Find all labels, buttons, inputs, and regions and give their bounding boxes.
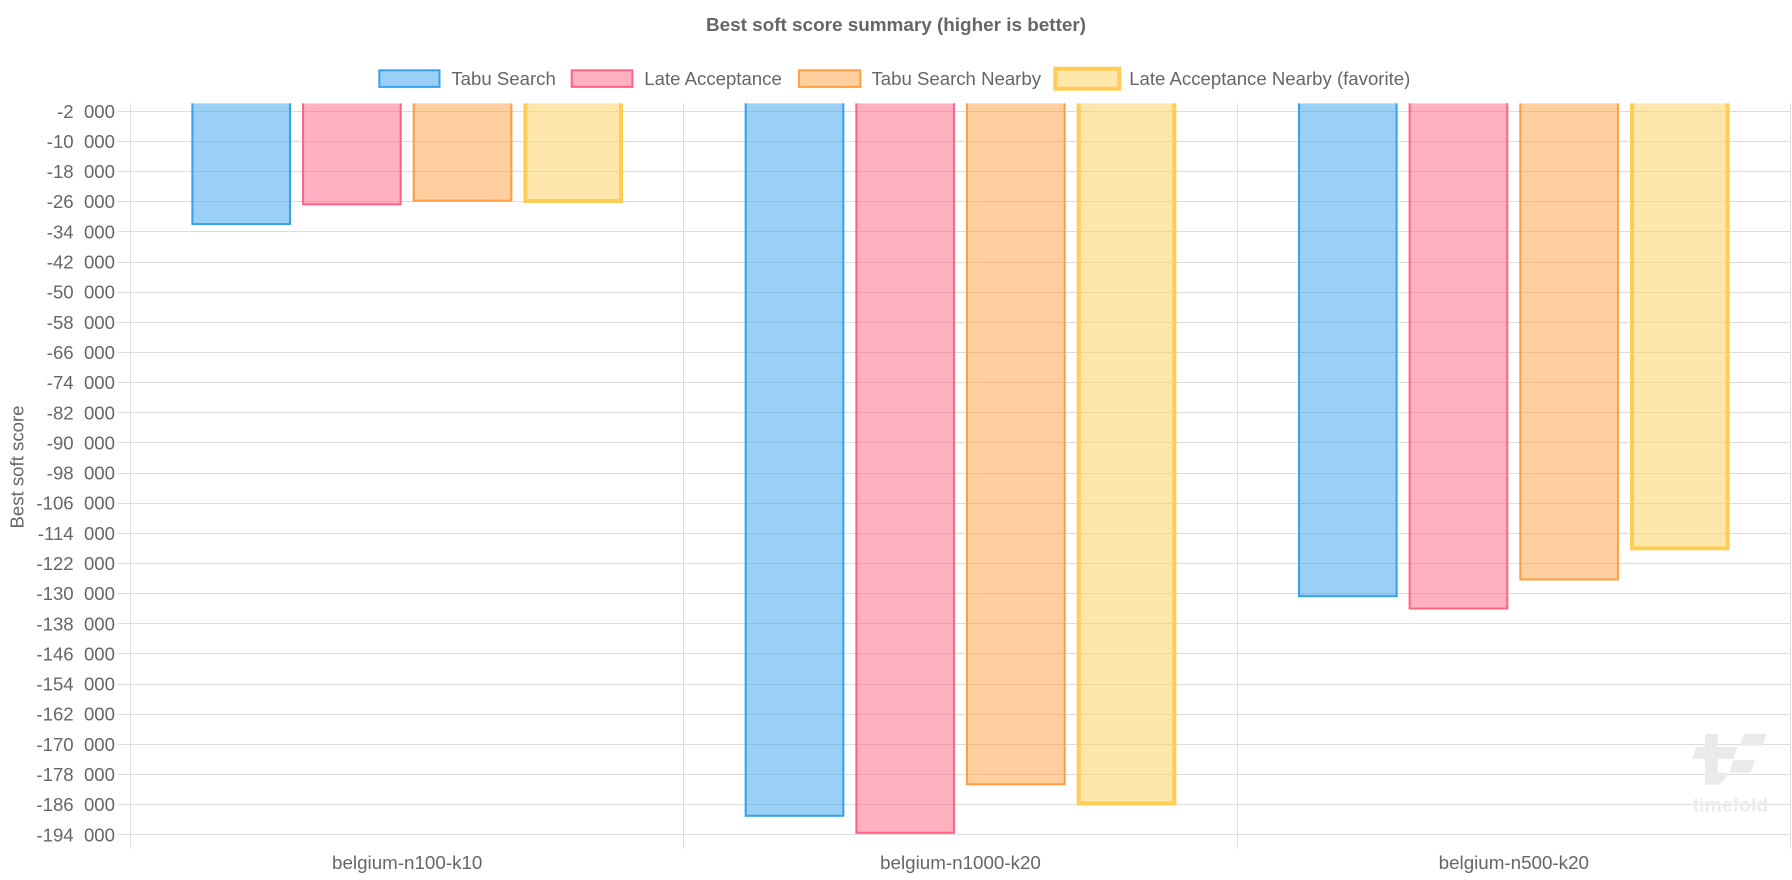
svg-text:-26 000: -26 000 [47, 191, 115, 212]
svg-text:-138 000: -138 000 [36, 613, 115, 634]
svg-text:Best soft score: Best soft score [6, 406, 27, 529]
svg-text:-170 000: -170 000 [36, 734, 115, 755]
svg-text:-114 000: -114 000 [38, 523, 115, 544]
svg-text:belgium-n1000-k20: belgium-n1000-k20 [880, 852, 1041, 873]
svg-text:-66 000: -66 000 [47, 342, 115, 363]
svg-text:-130 000: -130 000 [36, 583, 115, 604]
svg-text:Late Acceptance Nearby (favori: Late Acceptance Nearby (favorite) [1129, 68, 1410, 89]
svg-text:timefold: timefold [1693, 795, 1768, 817]
svg-text:-154 000: -154 000 [36, 674, 115, 695]
svg-text:-178 000: -178 000 [36, 764, 115, 785]
svg-text:Late Acceptance: Late Acceptance [644, 68, 782, 89]
svg-text:Tabu Search: Tabu Search [451, 68, 555, 89]
svg-text:Best soft score summary (highe: Best soft score summary (higher is bette… [706, 15, 1086, 36]
svg-text:-34 000: -34 000 [47, 221, 115, 242]
svg-text:-90 000: -90 000 [47, 432, 115, 453]
svg-text:-98 000: -98 000 [47, 463, 115, 484]
svg-text:-82 000: -82 000 [47, 402, 115, 423]
svg-text:-42 000: -42 000 [47, 252, 115, 273]
svg-text:-2 000: -2 000 [57, 101, 115, 122]
svg-text:-162 000: -162 000 [36, 704, 115, 725]
svg-text:belgium-n500-k20: belgium-n500-k20 [1439, 852, 1589, 873]
svg-text:-106 000: -106 000 [36, 493, 115, 514]
svg-text:-10 000: -10 000 [47, 131, 115, 152]
svg-text:-122 000: -122 000 [36, 553, 115, 574]
svg-text:Tabu Search Nearby: Tabu Search Nearby [872, 68, 1042, 89]
svg-text:-194 000: -194 000 [36, 824, 115, 845]
svg-text:-186 000: -186 000 [36, 794, 115, 815]
svg-text:-50 000: -50 000 [47, 282, 115, 303]
svg-text:-74 000: -74 000 [47, 372, 115, 393]
svg-text:-58 000: -58 000 [47, 312, 115, 333]
svg-text:-146 000: -146 000 [36, 643, 115, 664]
svg-text:-18 000: -18 000 [47, 161, 115, 182]
svg-text:belgium-n100-k10: belgium-n100-k10 [332, 852, 482, 873]
